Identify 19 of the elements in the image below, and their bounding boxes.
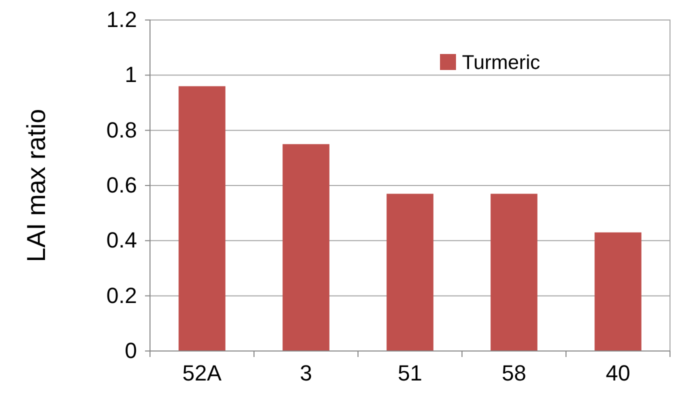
bar [490,194,538,351]
legend-label: Turmeric [462,52,540,74]
y-tick-label: 0.2 [106,282,137,308]
x-tick-label: 51 [398,360,422,386]
y-tick-label: 1 [124,62,137,88]
bar [386,194,434,351]
x-tick-label: 58 [502,360,526,386]
x-tick-label: 40 [606,360,630,386]
x-tick-label: 52A [182,360,222,386]
y-axis-title: LAI max ratio [21,108,51,262]
y-tick-label: 0 [124,338,137,364]
x-tick-label: 3 [300,360,312,386]
y-tick-label: 1.2 [106,7,137,32]
y-tick-label: 0.8 [106,117,137,142]
y-tick-label: 0.4 [106,228,137,253]
bar [594,232,642,351]
bar [178,86,226,351]
y-tick-label: 0.6 [106,172,137,198]
bar [282,144,330,351]
